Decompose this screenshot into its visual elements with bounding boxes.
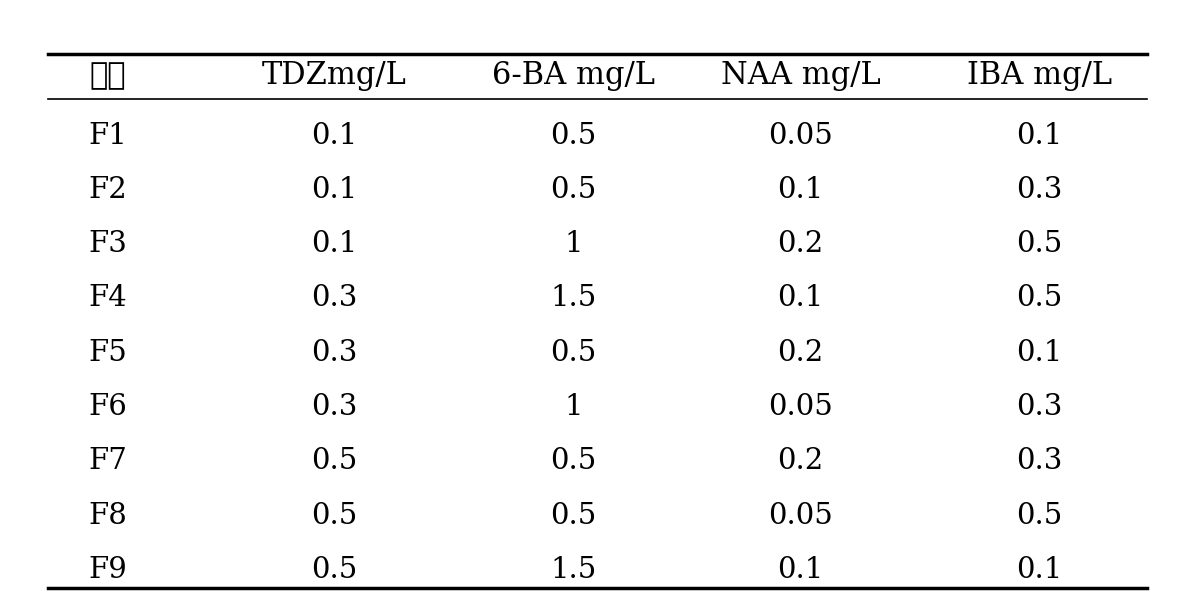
Text: F5: F5 [88, 339, 127, 367]
Text: 0.5: 0.5 [551, 447, 596, 475]
Text: 种类: 种类 [90, 60, 125, 91]
Text: 0.3: 0.3 [312, 339, 357, 367]
Text: 0.3: 0.3 [1017, 447, 1062, 475]
Text: F1: F1 [88, 122, 127, 150]
Text: 0.1: 0.1 [1017, 122, 1062, 150]
Text: 0.05: 0.05 [768, 122, 833, 150]
Text: 0.3: 0.3 [312, 393, 357, 421]
Text: 0.1: 0.1 [1017, 339, 1062, 367]
Text: IBA mg/L: IBA mg/L [967, 60, 1113, 91]
Text: NAA mg/L: NAA mg/L [721, 60, 881, 91]
Text: 0.1: 0.1 [778, 556, 823, 584]
Text: 0.5: 0.5 [1017, 285, 1062, 312]
Text: 0.5: 0.5 [312, 502, 357, 529]
Text: 1.5: 1.5 [551, 285, 596, 312]
Text: 0.1: 0.1 [312, 176, 357, 204]
Text: 1: 1 [564, 230, 583, 258]
Text: F8: F8 [88, 502, 127, 529]
Text: 0.5: 0.5 [551, 339, 596, 367]
Text: 0.05: 0.05 [768, 393, 833, 421]
Text: 0.1: 0.1 [312, 230, 357, 258]
Text: 0.05: 0.05 [768, 502, 833, 529]
Text: F9: F9 [88, 556, 127, 584]
Text: F3: F3 [88, 230, 127, 258]
Text: 0.1: 0.1 [1017, 556, 1062, 584]
Text: F4: F4 [88, 285, 127, 312]
Text: 0.5: 0.5 [1017, 230, 1062, 258]
Text: F2: F2 [88, 176, 127, 204]
Text: 0.2: 0.2 [778, 230, 823, 258]
Text: 0.3: 0.3 [1017, 393, 1062, 421]
Text: 0.5: 0.5 [1017, 502, 1062, 529]
Text: 1: 1 [564, 393, 583, 421]
Text: 0.5: 0.5 [551, 122, 596, 150]
Text: 6-BA mg/L: 6-BA mg/L [492, 60, 655, 91]
Text: 0.3: 0.3 [1017, 176, 1062, 204]
Text: F7: F7 [88, 447, 127, 475]
Text: 0.2: 0.2 [778, 447, 823, 475]
Text: 0.5: 0.5 [551, 176, 596, 204]
Text: F6: F6 [88, 393, 127, 421]
Text: 0.1: 0.1 [778, 176, 823, 204]
Text: 1.5: 1.5 [551, 556, 596, 584]
Text: TDZmg/L: TDZmg/L [262, 60, 407, 91]
Text: 0.5: 0.5 [312, 447, 357, 475]
Text: 0.5: 0.5 [551, 502, 596, 529]
Text: 0.2: 0.2 [778, 339, 823, 367]
Text: 0.1: 0.1 [312, 122, 357, 150]
Text: 0.1: 0.1 [778, 285, 823, 312]
Text: 0.3: 0.3 [312, 285, 357, 312]
Text: 0.5: 0.5 [312, 556, 357, 584]
